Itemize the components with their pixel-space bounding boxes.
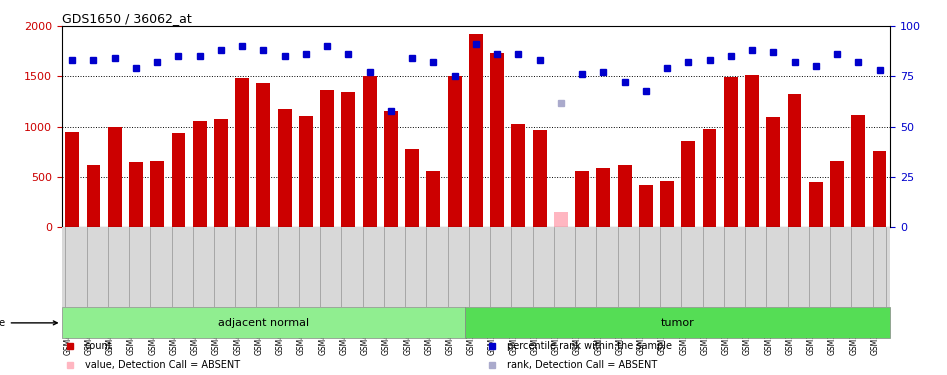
Bar — [682, 141, 695, 227]
Bar — [235, 78, 249, 227]
Text: adjacent normal: adjacent normal — [218, 318, 309, 328]
Text: value, Detection Call = ABSENT: value, Detection Call = ABSENT — [85, 360, 240, 370]
Bar — [788, 93, 801, 227]
Bar — [214, 118, 228, 227]
Bar — [151, 161, 164, 227]
Bar — [465, 308, 890, 338]
Bar — [660, 181, 674, 227]
Bar — [745, 75, 759, 227]
Bar — [62, 308, 465, 338]
Bar — [363, 76, 377, 227]
Bar — [277, 109, 292, 227]
Bar — [299, 116, 313, 227]
Bar — [448, 76, 461, 227]
Bar — [405, 149, 419, 227]
Bar — [766, 117, 780, 227]
Bar — [575, 171, 589, 227]
Bar — [108, 127, 121, 227]
Bar — [320, 90, 334, 227]
Bar — [384, 111, 398, 227]
Text: tissue: tissue — [0, 318, 57, 328]
Text: percentile rank within the sample: percentile rank within the sample — [508, 340, 672, 351]
Bar — [872, 151, 886, 227]
Bar — [809, 182, 823, 227]
Bar — [257, 84, 270, 227]
Bar — [491, 53, 504, 227]
Text: tumor: tumor — [661, 318, 694, 328]
Bar — [342, 92, 355, 227]
Text: rank, Detection Call = ABSENT: rank, Detection Call = ABSENT — [508, 360, 657, 370]
Bar — [597, 168, 610, 227]
Bar — [129, 162, 143, 227]
Text: count: count — [85, 340, 113, 351]
Bar — [851, 115, 866, 227]
Bar — [554, 212, 568, 227]
Text: GDS1650 / 36062_at: GDS1650 / 36062_at — [62, 12, 191, 25]
Bar — [831, 161, 844, 227]
Bar — [86, 165, 100, 227]
Bar — [193, 121, 206, 227]
Bar — [533, 130, 546, 227]
Bar — [639, 185, 652, 227]
Bar — [724, 78, 738, 227]
Bar — [617, 165, 632, 227]
Bar — [511, 124, 526, 227]
Bar — [65, 132, 80, 227]
Bar — [426, 171, 440, 227]
Bar — [469, 34, 483, 227]
Bar — [171, 133, 186, 227]
Bar — [703, 129, 717, 227]
